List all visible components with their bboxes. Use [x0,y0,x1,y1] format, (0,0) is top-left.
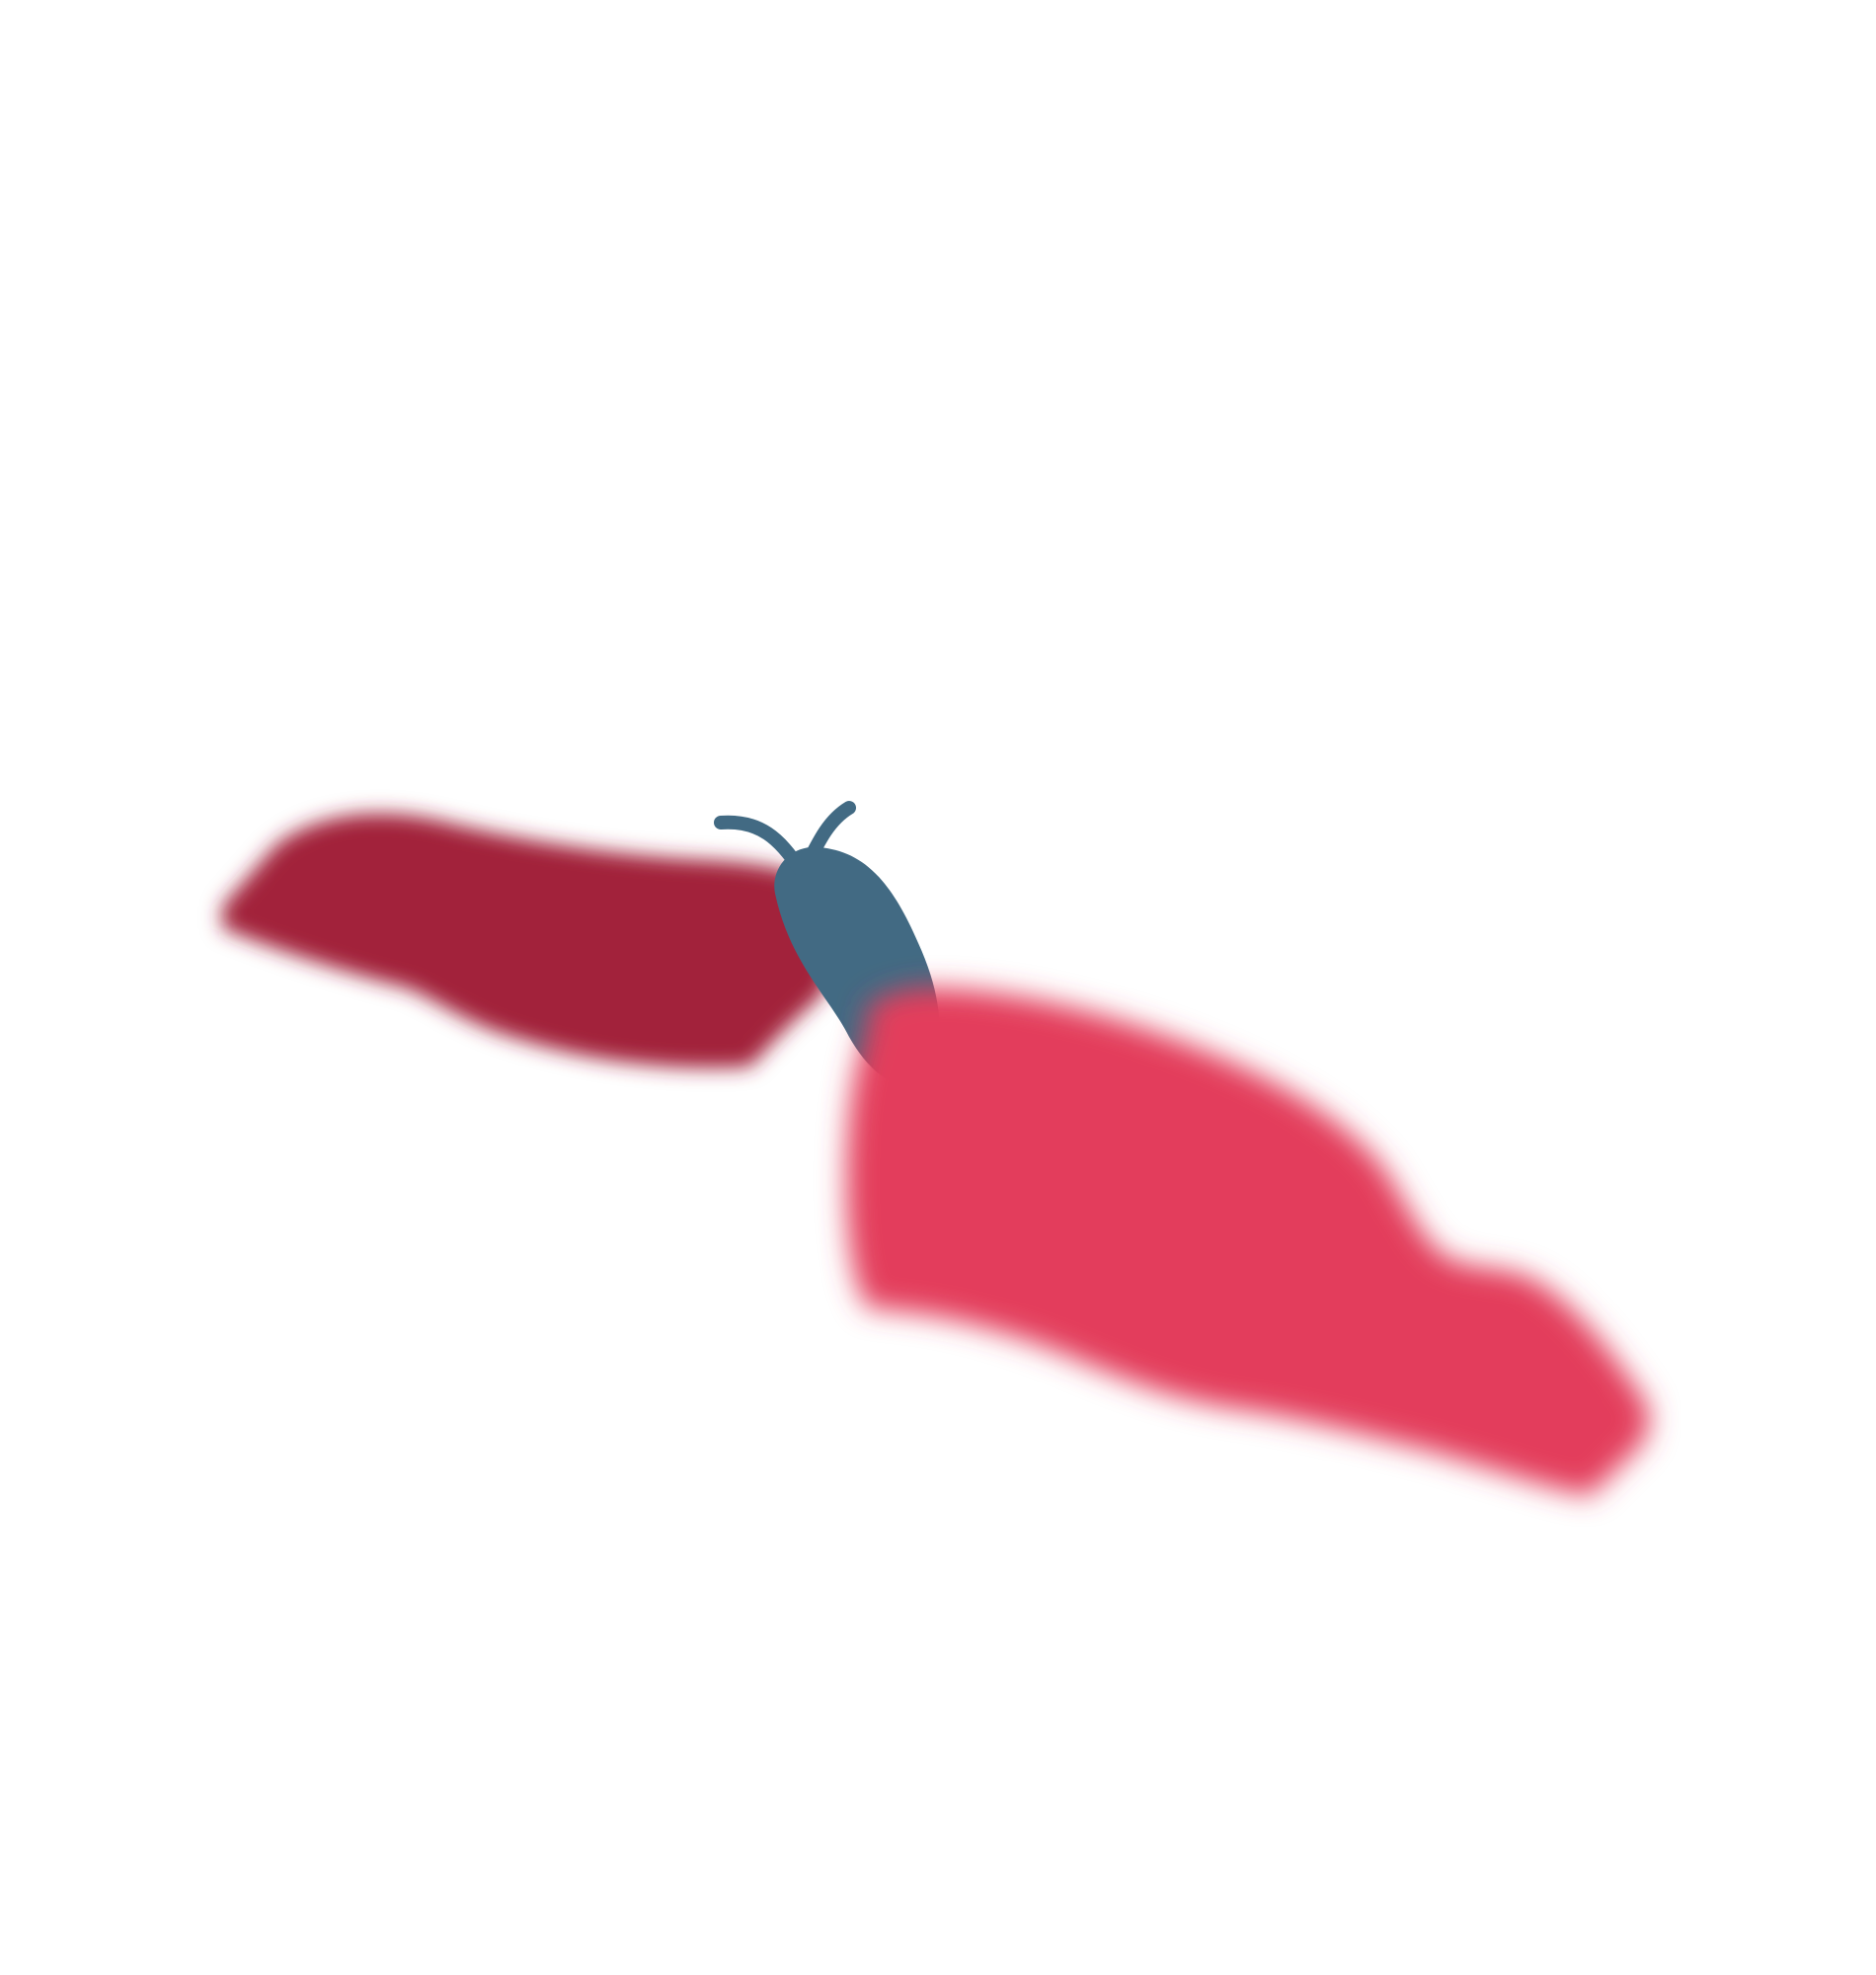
back-wing [222,813,834,1068]
left-antenna [714,815,807,876]
front-wing [846,988,1650,1496]
right-antenna [798,801,856,876]
